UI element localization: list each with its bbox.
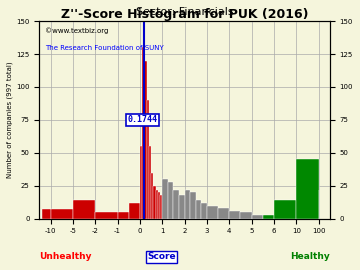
Bar — [129, 203, 140, 219]
Bar — [179, 195, 185, 219]
Text: Sector: Financials: Sector: Financials — [136, 7, 233, 17]
Bar — [151, 173, 153, 219]
Bar — [229, 211, 240, 219]
Bar — [144, 61, 147, 219]
Bar — [51, 210, 73, 219]
Bar — [73, 200, 95, 219]
Bar — [158, 192, 160, 219]
Bar — [274, 200, 296, 219]
Bar — [156, 190, 158, 219]
Text: Unhealthy: Unhealthy — [40, 252, 92, 261]
Text: The Research Foundation of SUNY: The Research Foundation of SUNY — [45, 45, 164, 51]
Bar — [207, 205, 218, 219]
Bar — [147, 100, 149, 219]
Bar — [149, 146, 151, 219]
Y-axis label: Number of companies (997 total): Number of companies (997 total) — [7, 62, 13, 178]
Bar — [168, 182, 174, 219]
Bar — [218, 208, 229, 219]
Bar — [142, 48, 144, 219]
Bar — [140, 146, 142, 219]
Bar — [263, 215, 274, 219]
Bar — [190, 192, 196, 219]
Bar — [174, 190, 179, 219]
Text: 0.1744: 0.1744 — [128, 115, 158, 124]
Bar — [160, 195, 162, 219]
Text: Score: Score — [147, 252, 176, 261]
Bar — [185, 190, 190, 219]
Text: Healthy: Healthy — [290, 252, 330, 261]
Bar — [118, 212, 129, 219]
Title: Z''-Score Histogram for PUK (2016): Z''-Score Histogram for PUK (2016) — [61, 8, 309, 21]
Bar — [252, 215, 263, 219]
Bar — [201, 203, 207, 219]
Bar — [42, 210, 51, 219]
Bar — [196, 200, 201, 219]
Bar — [162, 179, 168, 219]
Text: ©www.textbiz.org: ©www.textbiz.org — [45, 27, 109, 34]
Bar — [240, 212, 252, 219]
Bar — [95, 212, 118, 219]
Bar — [153, 186, 156, 219]
Bar — [296, 159, 319, 219]
